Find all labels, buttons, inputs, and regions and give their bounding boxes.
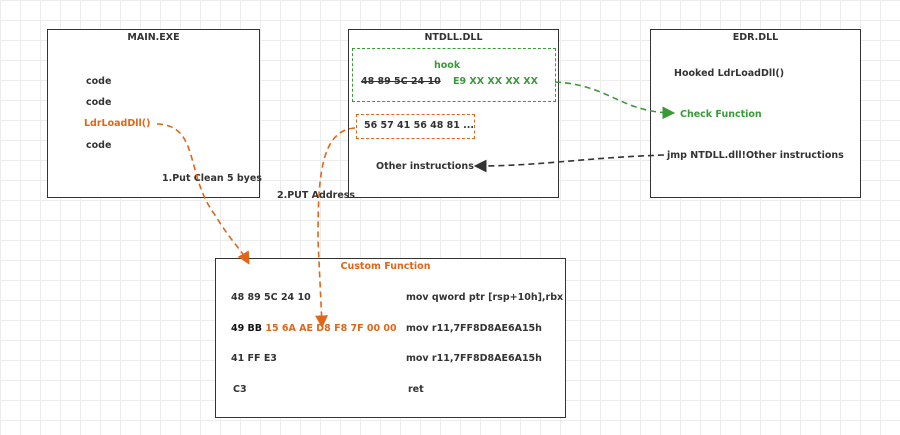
code-line: code (86, 76, 112, 87)
row-asm: mov r11,7FF8D8AE6A15h (406, 353, 542, 364)
hook-label: hook (434, 60, 461, 71)
main-exe-title: MAIN.EXE (127, 32, 180, 43)
bytes: 49 BB (231, 323, 263, 334)
ldrloaddll-call: LdrLoadDll() (84, 118, 151, 129)
bytes: C3 (233, 384, 247, 395)
row-bytes: 41 FF E3 (231, 353, 277, 364)
code-line: code (86, 97, 112, 108)
custom-function-title: Custom Function (340, 261, 431, 272)
ntdll-box: NTDLL.DLL hook 48 89 5C 24 10 E9 XX XX X… (348, 29, 559, 198)
original-bytes: 48 89 5C 24 10 (361, 76, 441, 87)
step1-arrow (156, 123, 250, 265)
row-asm: mov r11,7FF8D8AE6A15h (406, 323, 542, 334)
bytes: 41 FF E3 (231, 353, 277, 364)
ntdll-title: NTDLL.DLL (424, 32, 483, 43)
hook-region (352, 48, 556, 102)
jmp-instruction: jmp NTDLL.dll!Other instructions (667, 150, 844, 161)
return-arrow (473, 154, 665, 173)
other-instructions: Other instructions (376, 161, 474, 172)
hook-bytes: E9 XX XX XX XX (453, 76, 538, 87)
clean-bytes: 56 57 41 56 48 81 ... (364, 120, 474, 131)
row-bytes: 49 BB 15 6A AE D8 F8 7F 00 00 (231, 323, 397, 334)
row-asm: mov qword ptr [rsp+10h],rbx (406, 292, 564, 303)
hook-arrow (554, 81, 676, 120)
bytes: 48 89 5C 24 10 (231, 292, 311, 303)
step1-label: 1.Put Clean 5 byes (162, 173, 262, 184)
row-asm: ret (408, 384, 424, 395)
step2-arrow (315, 127, 356, 329)
code-line: code (86, 140, 112, 151)
row-bytes: 48 89 5C 24 10 (231, 292, 311, 303)
edr-box: EDR.DLL Hooked LdrLoadDll() Check Functi… (650, 29, 861, 198)
step2-label: 2.PUT Address (277, 190, 356, 201)
clean-bytes-box (356, 114, 475, 139)
check-function: Check Function (680, 109, 762, 120)
address-bytes: 15 6A AE D8 F8 7F 00 00 (265, 323, 397, 334)
hooked-label: Hooked LdrLoadDll() (674, 68, 785, 79)
main-exe-box: MAIN.EXE code code LdrLoadDll() code 1.P… (47, 29, 262, 198)
edr-title: EDR.DLL (732, 32, 779, 43)
custom-function-box: Custom Function 48 89 5C 24 10 mov qword… (215, 258, 566, 418)
row-bytes: C3 (233, 384, 247, 395)
